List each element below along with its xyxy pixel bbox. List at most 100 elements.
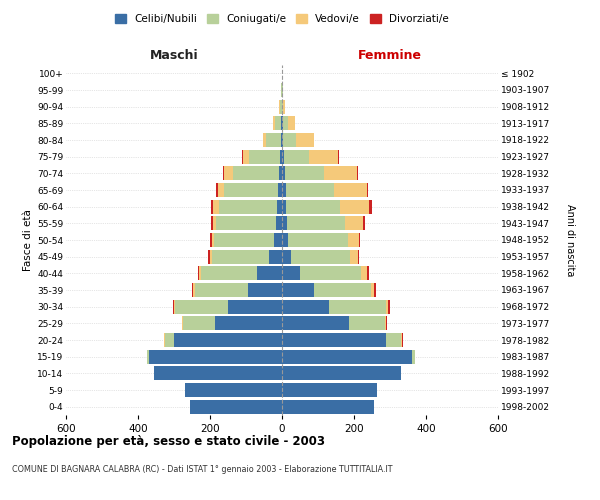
- Bar: [248, 150, 280, 164]
- Bar: [282, 400, 374, 414]
- Bar: [282, 116, 283, 130]
- Bar: [357, 166, 358, 180]
- Bar: [183, 316, 215, 330]
- Bar: [369, 200, 372, 214]
- Text: COMUNE DI BAGNARA CALABRA (RC) - Dati ISTAT 1° gennaio 2003 - Elaborazione TUTTI: COMUNE DI BAGNARA CALABRA (RC) - Dati IS…: [12, 465, 392, 474]
- Text: Popolazione per età, sesso e stato civile - 2003: Popolazione per età, sesso e stato civil…: [12, 435, 325, 448]
- Text: Femmine: Femmine: [358, 48, 422, 62]
- Bar: [358, 250, 359, 264]
- Bar: [282, 133, 283, 147]
- Bar: [325, 166, 357, 180]
- Bar: [193, 283, 194, 297]
- Bar: [282, 283, 314, 297]
- Bar: [269, 250, 282, 264]
- Bar: [263, 133, 266, 147]
- Bar: [174, 300, 175, 314]
- Bar: [220, 200, 277, 214]
- Bar: [210, 233, 212, 247]
- Bar: [282, 350, 412, 364]
- Bar: [173, 300, 174, 314]
- Bar: [275, 116, 281, 130]
- Bar: [208, 250, 210, 264]
- Bar: [199, 266, 201, 280]
- Bar: [185, 383, 282, 397]
- Bar: [277, 200, 282, 214]
- Bar: [349, 316, 385, 330]
- Bar: [282, 183, 286, 197]
- Bar: [224, 183, 278, 197]
- Bar: [282, 83, 283, 97]
- Bar: [385, 316, 386, 330]
- Bar: [214, 233, 274, 247]
- Bar: [283, 133, 296, 147]
- Bar: [282, 366, 401, 380]
- Bar: [211, 216, 213, 230]
- Text: Maschi: Maschi: [149, 48, 199, 62]
- Bar: [282, 200, 286, 214]
- Bar: [282, 216, 287, 230]
- Bar: [283, 100, 285, 114]
- Bar: [289, 233, 348, 247]
- Bar: [359, 233, 361, 247]
- Bar: [288, 116, 295, 130]
- Bar: [210, 250, 212, 264]
- Bar: [282, 100, 283, 114]
- Bar: [284, 150, 309, 164]
- Bar: [154, 366, 282, 380]
- Bar: [282, 266, 300, 280]
- Bar: [257, 266, 282, 280]
- Bar: [242, 150, 243, 164]
- Bar: [280, 150, 282, 164]
- Bar: [402, 333, 403, 347]
- Bar: [388, 300, 390, 314]
- Bar: [282, 250, 291, 264]
- Y-axis label: Fasce di età: Fasce di età: [23, 209, 33, 271]
- Bar: [361, 266, 367, 280]
- Bar: [281, 116, 282, 130]
- Bar: [213, 216, 216, 230]
- Bar: [363, 216, 365, 230]
- Bar: [165, 333, 174, 347]
- Bar: [374, 283, 376, 297]
- Bar: [291, 250, 350, 264]
- Bar: [191, 283, 193, 297]
- Bar: [348, 233, 359, 247]
- Bar: [223, 166, 224, 180]
- Bar: [282, 233, 289, 247]
- Bar: [212, 250, 269, 264]
- Bar: [149, 350, 282, 364]
- Bar: [296, 133, 314, 147]
- Bar: [287, 216, 345, 230]
- Bar: [278, 183, 282, 197]
- Bar: [350, 250, 358, 264]
- Bar: [279, 166, 282, 180]
- Bar: [198, 266, 199, 280]
- Bar: [282, 150, 284, 164]
- Bar: [329, 300, 386, 314]
- Bar: [281, 133, 282, 147]
- Bar: [282, 166, 285, 180]
- Bar: [282, 300, 329, 314]
- Bar: [367, 266, 370, 280]
- Bar: [371, 283, 374, 297]
- Bar: [300, 266, 361, 280]
- Bar: [147, 350, 149, 364]
- Bar: [367, 183, 368, 197]
- Bar: [218, 183, 224, 197]
- Bar: [212, 233, 214, 247]
- Bar: [213, 200, 220, 214]
- Bar: [275, 216, 282, 230]
- Bar: [286, 183, 334, 197]
- Bar: [174, 333, 282, 347]
- Bar: [224, 166, 233, 180]
- Bar: [386, 316, 388, 330]
- Bar: [216, 216, 275, 230]
- Bar: [282, 333, 386, 347]
- Bar: [190, 400, 282, 414]
- Bar: [282, 383, 377, 397]
- Bar: [216, 183, 218, 197]
- Bar: [215, 316, 282, 330]
- Bar: [314, 283, 371, 297]
- Bar: [164, 333, 165, 347]
- Bar: [281, 83, 282, 97]
